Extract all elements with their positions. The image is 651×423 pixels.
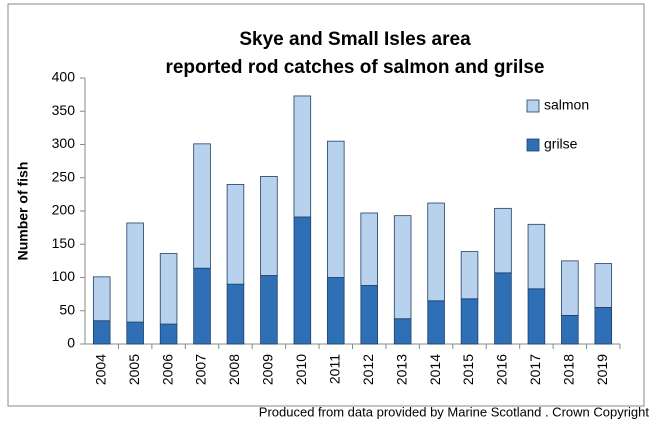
x-tick-label: 2017 [527, 354, 543, 385]
bar-segment [260, 275, 278, 345]
x-tick-label: 2019 [594, 354, 610, 385]
legend-label: salmon [544, 97, 589, 113]
legend-swatch [526, 138, 540, 152]
bar-segment [126, 321, 144, 345]
y-tick-label: 50 [59, 301, 75, 317]
x-tick-label: 2005 [126, 354, 142, 385]
x-tick-label: 2015 [460, 354, 476, 385]
x-tick-label: 2018 [561, 354, 577, 385]
y-tick-label: 100 [52, 268, 76, 284]
bar-segment [126, 222, 144, 323]
x-tick-label: 2007 [193, 354, 209, 385]
x-tick-label: 2011 [326, 354, 342, 384]
x-tick-label: 2016 [494, 354, 510, 385]
bar-segment [92, 276, 111, 322]
bar-segment [561, 315, 579, 345]
bar-segment [293, 95, 312, 218]
bar-segment [360, 285, 378, 345]
x-tick-label: 2010 [293, 354, 309, 385]
bar-segment [293, 216, 312, 345]
legend-swatch [526, 99, 540, 113]
bar-segment [527, 288, 546, 345]
bar-segment [193, 267, 211, 345]
y-tick-label: 350 [52, 102, 76, 118]
bar-segment [393, 215, 412, 320]
bar-segment [159, 323, 178, 345]
x-tick-label: 2009 [260, 354, 276, 385]
x-tick-label: 2006 [159, 354, 175, 385]
bar-segment [460, 298, 479, 345]
legend-label: grilse [544, 136, 578, 152]
bar-segment [494, 207, 512, 274]
bar-segment [260, 176, 278, 276]
chart-title: Skye and Small Isles area [239, 29, 471, 50]
bar-segment [594, 307, 613, 345]
x-tick-label: 2014 [427, 354, 443, 385]
bar-segment [92, 320, 111, 345]
y-tick-label: 400 [52, 69, 76, 85]
x-tick-label: 2013 [393, 354, 409, 385]
y-tick-label: 250 [52, 168, 76, 184]
y-tick-label: 300 [52, 135, 76, 151]
bar-segment [460, 251, 479, 300]
bar-segment [393, 318, 412, 345]
bar-segment [494, 272, 512, 345]
bar-segment [427, 300, 445, 345]
y-axis-label: Number of fish [15, 162, 31, 261]
y-tick-label: 150 [52, 235, 76, 251]
bar-segment [594, 263, 613, 308]
x-tick-label: 2008 [226, 354, 242, 385]
chart-title: reported rod catches of salmon and grils… [165, 57, 544, 78]
bar-segment [226, 283, 245, 345]
bar-segment [527, 223, 546, 290]
bar-segment [561, 260, 579, 316]
bar-segment [427, 202, 445, 302]
y-tick-label: 200 [52, 202, 76, 218]
chart-frame [7, 3, 645, 407]
bar-segment [226, 183, 245, 285]
bar-segment [360, 212, 378, 286]
y-tick-label: 0 [67, 335, 75, 351]
source-note: Produced from data provided by Marine Sc… [259, 404, 650, 419]
x-tick-label: 2012 [360, 354, 376, 385]
bar-segment [193, 143, 211, 269]
x-tick-label: 2004 [92, 354, 108, 385]
bar-segment [327, 140, 345, 278]
bar-segment [327, 277, 345, 345]
bar-segment [159, 253, 178, 325]
